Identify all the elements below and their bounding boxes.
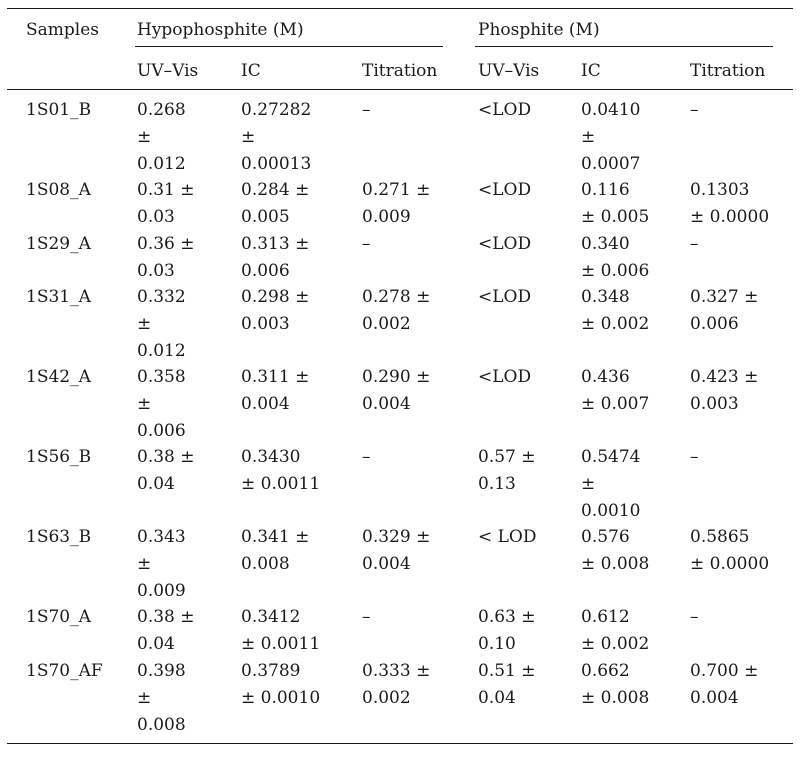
cell-phos-ic: 0.662 ± 0.008 <box>581 661 650 708</box>
cell-hypo-ic: 0.341 ± 0.008 <box>241 527 310 574</box>
cell-hypo-titration: 0.290 ± 0.004 <box>362 367 431 414</box>
cell-hypo-ic: 0.311 ± 0.004 <box>241 367 310 414</box>
cell-phos-ic: 0.576 ± 0.008 <box>581 527 650 574</box>
cell-phos-ic: 0.340 ± 0.006 <box>581 234 650 281</box>
cell-hypo-ic: 0.3789 ± 0.0010 <box>241 661 321 708</box>
cell-hypo-uvvis: 0.31 ± 0.03 <box>137 180 195 227</box>
header-hypo-uvvis: UV–Vis <box>137 61 199 81</box>
row-sample: 1S63_B <box>26 527 92 547</box>
cell-phos-uvvis: 0.63 ± 0.10 <box>478 607 536 654</box>
cell-phos-ic: 0.5474 ± 0.0010 <box>581 447 641 521</box>
cell-phos-titration: 0.700 ± 0.004 <box>690 661 759 708</box>
header-group-phosphite: Phosphite (M) <box>478 20 600 40</box>
cell-phos-uvvis: 0.57 ± 0.13 <box>478 447 536 494</box>
row-sample: 1S29_A <box>26 234 91 254</box>
cell-hypo-titration: – <box>362 234 371 254</box>
header-phos-ic: IC <box>581 61 601 81</box>
cell-hypo-ic: 0.27282 ± 0.00013 <box>241 100 312 174</box>
cell-phos-titration: 0.423 ± 0.003 <box>690 367 759 414</box>
cell-phos-uvvis: <LOD <box>478 180 532 200</box>
cell-phos-titration: 0.5865 ± 0.0000 <box>690 527 770 574</box>
header-hypo-titration: Titration <box>362 61 438 81</box>
cell-hypo-ic: 0.284 ± 0.005 <box>241 180 310 227</box>
cell-phos-titration: – <box>690 607 699 627</box>
cell-hypo-uvvis: 0.358 ± 0.006 <box>137 367 186 441</box>
cell-hypo-uvvis: 0.38 ± 0.04 <box>137 607 195 654</box>
cell-phos-ic: 0.116 ± 0.005 <box>581 180 650 227</box>
cell-hypo-titration: 0.278 ± 0.002 <box>362 287 431 334</box>
cell-hypo-uvvis: 0.398 ± 0.008 <box>137 661 186 735</box>
cell-phos-ic: 0.348 ± 0.002 <box>581 287 650 334</box>
cell-phos-uvvis: <LOD <box>478 287 532 307</box>
cell-phos-titration: – <box>690 234 699 254</box>
cell-phos-uvvis: < LOD <box>478 527 537 547</box>
row-sample: 1S08_A <box>26 180 91 200</box>
cell-phos-uvvis: 0.51 ± 0.04 <box>478 661 536 708</box>
cell-hypo-ic: 0.3412 ± 0.0011 <box>241 607 321 654</box>
cell-hypo-titration: – <box>362 607 371 627</box>
cell-hypo-titration: – <box>362 100 371 120</box>
cell-hypo-titration: 0.329 ± 0.004 <box>362 527 431 574</box>
cell-phos-titration: 0.1303 ± 0.0000 <box>690 180 770 227</box>
row-sample: 1S31_A <box>26 287 91 307</box>
header-samples: Samples <box>26 20 100 40</box>
cell-phos-ic: 0.0410 ± 0.0007 <box>581 100 641 174</box>
cell-hypo-uvvis: 0.36 ± 0.03 <box>137 234 195 281</box>
header-phos-uvvis: UV–Vis <box>478 61 540 81</box>
header-phos-titration: Titration <box>690 61 766 81</box>
group-rule-hypophosphite <box>135 46 443 47</box>
cell-hypo-ic: 0.313 ± 0.006 <box>241 234 310 281</box>
cell-phos-uvvis: <LOD <box>478 367 532 387</box>
cell-phos-uvvis: <LOD <box>478 234 532 254</box>
cell-hypo-titration: – <box>362 447 371 467</box>
cell-phos-ic: 0.436 ± 0.007 <box>581 367 650 414</box>
cell-hypo-uvvis: 0.332 ± 0.012 <box>137 287 186 361</box>
header-rule <box>7 89 793 90</box>
cell-phos-ic: 0.612 ± 0.002 <box>581 607 650 654</box>
row-sample: 1S56_B <box>26 447 92 467</box>
cell-hypo-uvvis: 0.38 ± 0.04 <box>137 447 195 494</box>
row-sample: 1S70_A <box>26 607 91 627</box>
cell-phos-titration: 0.327 ± 0.006 <box>690 287 759 334</box>
cell-phos-titration: – <box>690 100 699 120</box>
top-rule <box>7 8 793 9</box>
bottom-rule <box>7 743 793 744</box>
cell-hypo-uvvis: 0.343 ± 0.009 <box>137 527 186 601</box>
cell-hypo-ic: 0.3430 ± 0.0011 <box>241 447 321 494</box>
cell-hypo-ic: 0.298 ± 0.003 <box>241 287 310 334</box>
cell-phos-titration: – <box>690 447 699 467</box>
header-group-hypophosphite: Hypophosphite (M) <box>137 20 304 40</box>
row-sample: 1S70_AF <box>26 661 103 681</box>
row-sample: 1S42_A <box>26 367 91 387</box>
cell-phos-uvvis: <LOD <box>478 100 532 120</box>
group-rule-phosphite <box>475 46 773 47</box>
cell-hypo-uvvis: 0.268 ± 0.012 <box>137 100 186 174</box>
cell-hypo-titration: 0.271 ± 0.009 <box>362 180 431 227</box>
row-sample: 1S01_B <box>26 100 92 120</box>
header-hypo-ic: IC <box>241 61 261 81</box>
cell-hypo-titration: 0.333 ± 0.002 <box>362 661 431 708</box>
